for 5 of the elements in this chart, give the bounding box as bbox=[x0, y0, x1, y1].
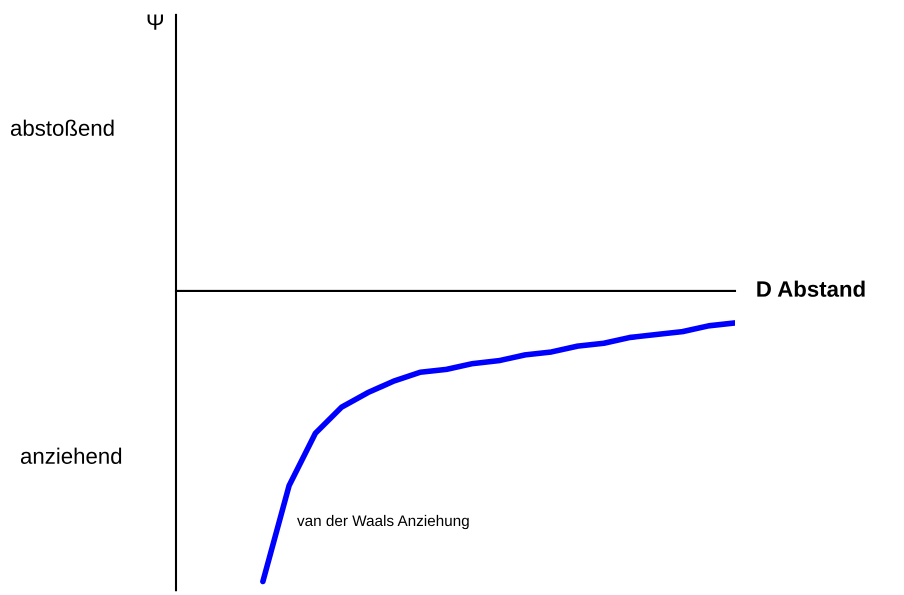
text: anziehend bbox=[20, 448, 122, 464]
text: abstoßend bbox=[10, 120, 114, 136]
x-axis-title: D Abstand bbox=[757, 280, 865, 297]
annotation: van der Waals Anziehung bbox=[297, 514, 469, 530]
text: Ψ bbox=[148, 14, 163, 30]
